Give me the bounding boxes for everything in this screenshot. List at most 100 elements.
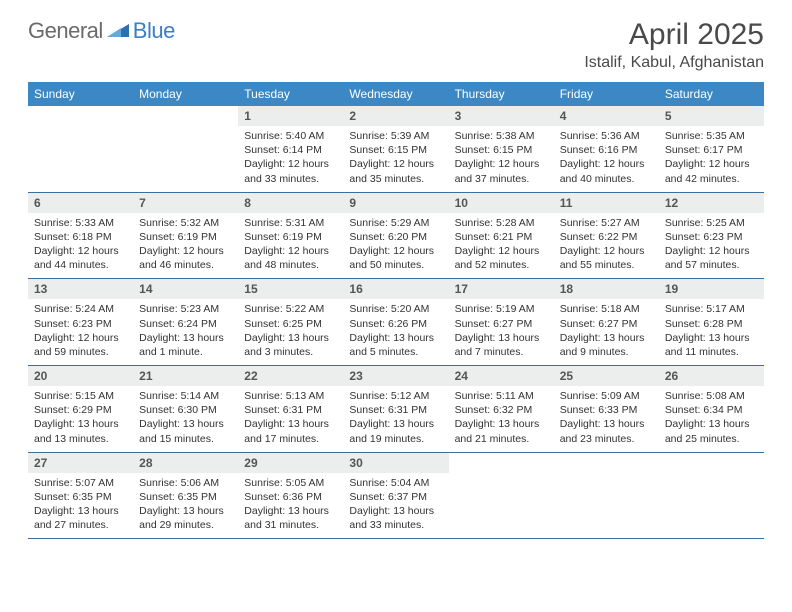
calendar-cell: 2Sunrise: 5:39 AMSunset: 6:15 PMDaylight… [343, 106, 448, 192]
day-details: Sunrise: 5:31 AMSunset: 6:19 PMDaylight:… [238, 213, 343, 279]
day-number: 25 [554, 366, 659, 386]
calendar-cell: 27Sunrise: 5:07 AMSunset: 6:35 PMDayligh… [28, 452, 133, 539]
calendar-cell: .. [133, 106, 238, 192]
calendar-cell: 21Sunrise: 5:14 AMSunset: 6:30 PMDayligh… [133, 366, 238, 453]
day-details: Sunrise: 5:25 AMSunset: 6:23 PMDaylight:… [659, 213, 764, 279]
page-title: April 2025 [584, 18, 764, 52]
day-details: Sunrise: 5:19 AMSunset: 6:27 PMDaylight:… [449, 299, 554, 365]
header: General Blue April 2025 Istalif, Kabul, … [28, 18, 764, 72]
calendar-cell: 18Sunrise: 5:18 AMSunset: 6:27 PMDayligh… [554, 279, 659, 366]
day-number: 19 [659, 279, 764, 299]
day-number: 28 [133, 453, 238, 473]
day-details: Sunrise: 5:11 AMSunset: 6:32 PMDaylight:… [449, 386, 554, 452]
day-details: Sunrise: 5:33 AMSunset: 6:18 PMDaylight:… [28, 213, 133, 279]
day-details: Sunrise: 5:40 AMSunset: 6:14 PMDaylight:… [238, 126, 343, 192]
day-number: 11 [554, 193, 659, 213]
day-number: 20 [28, 366, 133, 386]
calendar-cell: 22Sunrise: 5:13 AMSunset: 6:31 PMDayligh… [238, 366, 343, 453]
day-number: 7 [133, 193, 238, 213]
calendar-cell: 6Sunrise: 5:33 AMSunset: 6:18 PMDaylight… [28, 192, 133, 279]
calendar-cell: 5Sunrise: 5:35 AMSunset: 6:17 PMDaylight… [659, 106, 764, 192]
day-number: 1 [238, 106, 343, 126]
calendar-cell: 4Sunrise: 5:36 AMSunset: 6:16 PMDaylight… [554, 106, 659, 192]
day-number: 14 [133, 279, 238, 299]
day-details: Sunrise: 5:13 AMSunset: 6:31 PMDaylight:… [238, 386, 343, 452]
day-details: Sunrise: 5:28 AMSunset: 6:21 PMDaylight:… [449, 213, 554, 279]
day-details: Sunrise: 5:14 AMSunset: 6:30 PMDaylight:… [133, 386, 238, 452]
calendar-cell: 24Sunrise: 5:11 AMSunset: 6:32 PMDayligh… [449, 366, 554, 453]
day-details: Sunrise: 5:04 AMSunset: 6:37 PMDaylight:… [343, 473, 448, 539]
calendar-cell: 9Sunrise: 5:29 AMSunset: 6:20 PMDaylight… [343, 192, 448, 279]
day-details: Sunrise: 5:08 AMSunset: 6:34 PMDaylight:… [659, 386, 764, 452]
day-details: Sunrise: 5:12 AMSunset: 6:31 PMDaylight:… [343, 386, 448, 452]
calendar-week: 13Sunrise: 5:24 AMSunset: 6:23 PMDayligh… [28, 279, 764, 366]
day-number: 16 [343, 279, 448, 299]
calendar-cell: 17Sunrise: 5:19 AMSunset: 6:27 PMDayligh… [449, 279, 554, 366]
day-details: Sunrise: 5:09 AMSunset: 6:33 PMDaylight:… [554, 386, 659, 452]
day-number: 5 [659, 106, 764, 126]
day-number: 30 [343, 453, 448, 473]
calendar-cell: 19Sunrise: 5:17 AMSunset: 6:28 PMDayligh… [659, 279, 764, 366]
calendar-cell: 1Sunrise: 5:40 AMSunset: 6:14 PMDaylight… [238, 106, 343, 192]
day-details: Sunrise: 5:32 AMSunset: 6:19 PMDaylight:… [133, 213, 238, 279]
calendar-cell: 16Sunrise: 5:20 AMSunset: 6:26 PMDayligh… [343, 279, 448, 366]
logo-text-blue: Blue [133, 18, 175, 44]
day-number: 22 [238, 366, 343, 386]
day-details: Sunrise: 5:22 AMSunset: 6:25 PMDaylight:… [238, 299, 343, 365]
calendar-cell: 28Sunrise: 5:06 AMSunset: 6:35 PMDayligh… [133, 452, 238, 539]
day-number: 15 [238, 279, 343, 299]
day-details: Sunrise: 5:38 AMSunset: 6:15 PMDaylight:… [449, 126, 554, 192]
day-number: 13 [28, 279, 133, 299]
calendar-cell: 25Sunrise: 5:09 AMSunset: 6:33 PMDayligh… [554, 366, 659, 453]
title-block: April 2025 Istalif, Kabul, Afghanistan [584, 18, 764, 72]
calendar-cell: 3Sunrise: 5:38 AMSunset: 6:15 PMDaylight… [449, 106, 554, 192]
calendar-table: Sunday Monday Tuesday Wednesday Thursday… [28, 82, 764, 539]
calendar-cell: 10Sunrise: 5:28 AMSunset: 6:21 PMDayligh… [449, 192, 554, 279]
day-number: 23 [343, 366, 448, 386]
day-number: 12 [659, 193, 764, 213]
day-details: Sunrise: 5:24 AMSunset: 6:23 PMDaylight:… [28, 299, 133, 365]
calendar-cell: 11Sunrise: 5:27 AMSunset: 6:22 PMDayligh… [554, 192, 659, 279]
day-number: 6 [28, 193, 133, 213]
calendar-cell: 7Sunrise: 5:32 AMSunset: 6:19 PMDaylight… [133, 192, 238, 279]
day-header: Tuesday [238, 82, 343, 106]
day-header: Monday [133, 82, 238, 106]
day-number: 24 [449, 366, 554, 386]
day-details: Sunrise: 5:36 AMSunset: 6:16 PMDaylight:… [554, 126, 659, 192]
calendar-cell: .. [554, 452, 659, 539]
day-details: Sunrise: 5:15 AMSunset: 6:29 PMDaylight:… [28, 386, 133, 452]
day-number: 21 [133, 366, 238, 386]
day-number: 29 [238, 453, 343, 473]
day-number: 8 [238, 193, 343, 213]
day-header-row: Sunday Monday Tuesday Wednesday Thursday… [28, 82, 764, 106]
calendar-week: 20Sunrise: 5:15 AMSunset: 6:29 PMDayligh… [28, 366, 764, 453]
day-header: Wednesday [343, 82, 448, 106]
calendar-cell: 30Sunrise: 5:04 AMSunset: 6:37 PMDayligh… [343, 452, 448, 539]
calendar-cell: .. [449, 452, 554, 539]
calendar-cell: 12Sunrise: 5:25 AMSunset: 6:23 PMDayligh… [659, 192, 764, 279]
day-header: Saturday [659, 82, 764, 106]
calendar-cell: .. [28, 106, 133, 192]
day-details: Sunrise: 5:29 AMSunset: 6:20 PMDaylight:… [343, 213, 448, 279]
calendar-cell: 13Sunrise: 5:24 AMSunset: 6:23 PMDayligh… [28, 279, 133, 366]
day-details: Sunrise: 5:23 AMSunset: 6:24 PMDaylight:… [133, 299, 238, 365]
day-details: Sunrise: 5:07 AMSunset: 6:35 PMDaylight:… [28, 473, 133, 539]
calendar-cell: 20Sunrise: 5:15 AMSunset: 6:29 PMDayligh… [28, 366, 133, 453]
day-number: 4 [554, 106, 659, 126]
day-header: Thursday [449, 82, 554, 106]
logo-triangle-icon [107, 18, 129, 44]
logo: General Blue [28, 18, 175, 44]
day-details: Sunrise: 5:39 AMSunset: 6:15 PMDaylight:… [343, 126, 448, 192]
day-number: 27 [28, 453, 133, 473]
calendar-cell: 8Sunrise: 5:31 AMSunset: 6:19 PMDaylight… [238, 192, 343, 279]
day-details: Sunrise: 5:20 AMSunset: 6:26 PMDaylight:… [343, 299, 448, 365]
day-number: 10 [449, 193, 554, 213]
day-details: Sunrise: 5:05 AMSunset: 6:36 PMDaylight:… [238, 473, 343, 539]
calendar-cell: 14Sunrise: 5:23 AMSunset: 6:24 PMDayligh… [133, 279, 238, 366]
calendar-cell: 26Sunrise: 5:08 AMSunset: 6:34 PMDayligh… [659, 366, 764, 453]
calendar-week: 6Sunrise: 5:33 AMSunset: 6:18 PMDaylight… [28, 192, 764, 279]
day-details: Sunrise: 5:06 AMSunset: 6:35 PMDaylight:… [133, 473, 238, 539]
calendar-week: 27Sunrise: 5:07 AMSunset: 6:35 PMDayligh… [28, 452, 764, 539]
day-details: Sunrise: 5:18 AMSunset: 6:27 PMDaylight:… [554, 299, 659, 365]
day-number: 9 [343, 193, 448, 213]
